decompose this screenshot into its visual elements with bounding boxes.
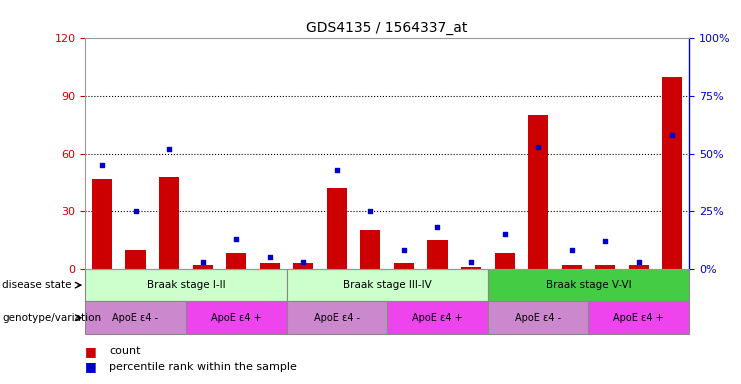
Point — [196, 259, 208, 265]
Point — [465, 259, 477, 265]
Text: Braak stage I-II: Braak stage I-II — [147, 280, 225, 290]
Text: Braak stage III-IV: Braak stage III-IV — [343, 280, 431, 290]
Text: Braak stage V-VI: Braak stage V-VI — [545, 280, 631, 290]
Bar — [528, 115, 548, 269]
Point — [532, 144, 544, 150]
Bar — [193, 265, 213, 269]
Bar — [125, 250, 145, 269]
Point — [666, 132, 678, 138]
Bar — [628, 265, 649, 269]
Bar — [293, 263, 313, 269]
Bar — [488, 301, 588, 334]
Bar — [428, 240, 448, 269]
Bar — [494, 253, 515, 269]
Point — [566, 247, 578, 253]
Bar — [92, 179, 112, 269]
Title: GDS4135 / 1564337_at: GDS4135 / 1564337_at — [307, 21, 468, 35]
Bar — [287, 301, 387, 334]
Point — [264, 254, 276, 260]
Point — [297, 259, 309, 265]
Text: ApoE ε4 +: ApoE ε4 + — [614, 313, 664, 323]
Point — [163, 146, 175, 152]
Point — [331, 167, 343, 173]
Text: ■: ■ — [85, 360, 97, 373]
Text: ApoE ε4 +: ApoE ε4 + — [412, 313, 463, 323]
Bar — [360, 230, 380, 269]
Bar — [488, 269, 689, 301]
Point — [398, 247, 410, 253]
Text: genotype/variation: genotype/variation — [2, 313, 102, 323]
Point — [431, 224, 443, 230]
Point — [96, 162, 108, 168]
Bar — [394, 263, 414, 269]
Text: count: count — [109, 346, 141, 356]
Text: disease state: disease state — [2, 280, 72, 290]
Bar — [595, 265, 615, 269]
Bar — [461, 267, 481, 269]
Bar — [387, 301, 488, 334]
Bar — [85, 269, 287, 301]
Bar — [259, 263, 280, 269]
Bar — [226, 253, 246, 269]
Bar — [287, 269, 488, 301]
Bar — [662, 77, 682, 269]
Text: ApoE ε4 +: ApoE ε4 + — [211, 313, 262, 323]
Point — [230, 236, 242, 242]
Text: ApoE ε4 -: ApoE ε4 - — [313, 313, 360, 323]
Bar — [85, 301, 186, 334]
Point — [499, 231, 511, 237]
Bar — [588, 301, 689, 334]
Point — [365, 208, 376, 214]
Point — [633, 259, 645, 265]
Text: percentile rank within the sample: percentile rank within the sample — [109, 362, 297, 372]
Text: ApoE ε4 -: ApoE ε4 - — [113, 313, 159, 323]
Point — [599, 238, 611, 244]
Bar — [159, 177, 179, 269]
Text: ApoE ε4 -: ApoE ε4 - — [515, 313, 561, 323]
Bar — [327, 188, 347, 269]
Point — [130, 208, 142, 214]
Text: ■: ■ — [85, 345, 97, 358]
Bar — [186, 301, 287, 334]
Bar — [562, 265, 582, 269]
